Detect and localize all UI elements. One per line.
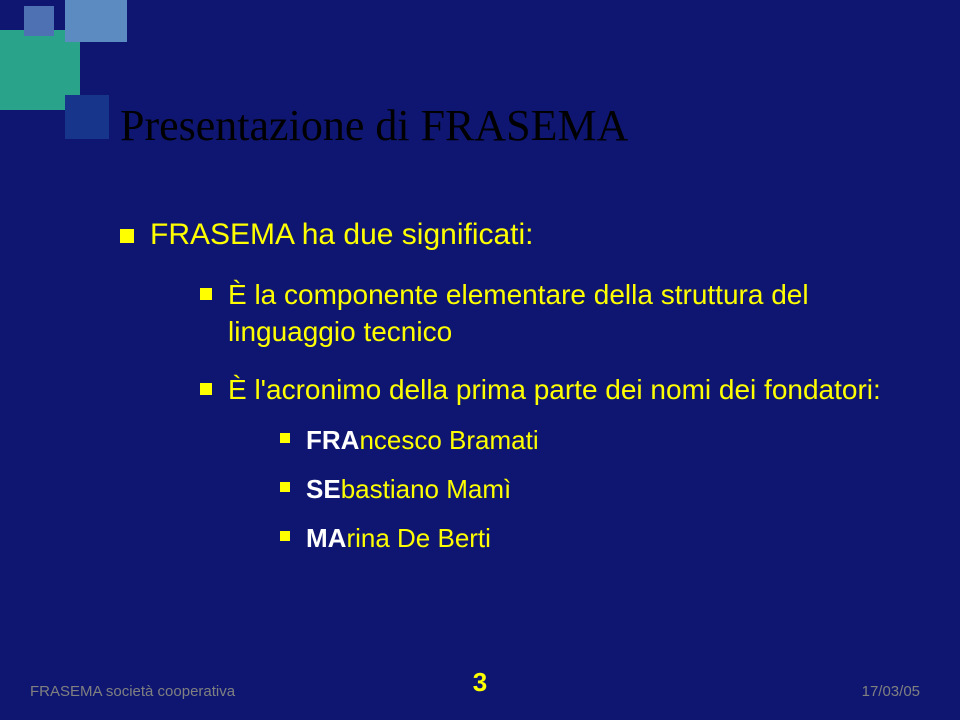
deco-square-3 — [65, 95, 109, 139]
bullet-icon — [200, 383, 212, 395]
founder-rest: rina De Berti — [346, 523, 491, 553]
bullet-icon — [280, 482, 290, 492]
bullet-level2: È la componente elementare della struttu… — [200, 276, 900, 352]
bullet-icon — [280, 433, 290, 443]
founder-prefix: FRA — [306, 425, 359, 455]
bullet-founder-1: FRAncesco Bramati — [280, 423, 900, 458]
deco-square-2 — [65, 0, 127, 42]
bullet-icon — [280, 531, 290, 541]
founder-name: FRAncesco Bramati — [306, 423, 539, 458]
founder-name: MArina De Berti — [306, 521, 491, 556]
founder-rest: ncesco Bramati — [359, 425, 538, 455]
slide-content: FRASEMA ha due significati: È la compone… — [80, 215, 900, 556]
founder-rest: bastiano Mamì — [341, 474, 512, 504]
bullet-icon — [200, 288, 212, 300]
bullet-founder-3: MArina De Berti — [280, 521, 900, 556]
slide-title: Presentazione di FRASEMA — [120, 100, 628, 151]
footer-date: 17/03/05 — [862, 683, 920, 700]
bullet-text: È la componente elementare della struttu… — [228, 276, 900, 352]
bullet-level2: È l'acronimo della prima parte dei nomi … — [200, 371, 900, 409]
slide: Presentazione di FRASEMA FRASEMA ha due … — [0, 0, 960, 720]
founder-name: SEbastiano Mamì — [306, 472, 511, 507]
deco-square-4 — [24, 6, 54, 36]
bullet-level1: FRASEMA ha due significati: — [120, 215, 900, 256]
founder-prefix: MA — [306, 523, 346, 553]
bullet-text: È l'acronimo della prima parte dei nomi … — [228, 371, 881, 409]
bullet-founder-2: SEbastiano Mamì — [280, 472, 900, 507]
founder-prefix: SE — [306, 474, 341, 504]
bullet-icon — [120, 229, 134, 243]
bullet-text: FRASEMA ha due significati: — [150, 215, 534, 256]
page-number: 3 — [0, 667, 960, 698]
